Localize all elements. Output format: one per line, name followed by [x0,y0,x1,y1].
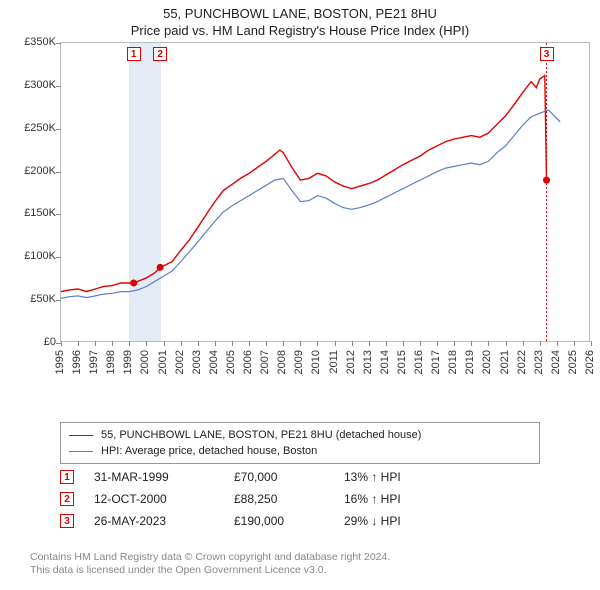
x-axis-label: 2004 [208,350,220,374]
annotation-marker-box: 2 [60,492,74,506]
footer-line-1: Contains HM Land Registry data © Crown c… [30,551,390,565]
x-axis-label: 2017 [430,350,442,374]
sale-marker-dot [157,264,164,271]
x-axis-label: 2000 [139,350,151,374]
chart-title-block: 55, PUNCHBOWL LANE, BOSTON, PE21 8HU Pri… [0,0,600,38]
legend-swatch-blue [69,451,93,452]
title-line-2: Price paid vs. HM Land Registry's House … [0,23,600,38]
y-axis-label: £150K [10,207,56,219]
x-axis-label: 2016 [413,350,425,374]
x-axis-label: 2015 [396,350,408,374]
y-axis-label: £0 [10,336,56,348]
annotation-date: 12-OCT-2000 [94,492,234,506]
legend-label: 55, PUNCHBOWL LANE, BOSTON, PE21 8HU (de… [101,429,421,441]
x-axis-label: 2009 [293,350,305,374]
x-axis-label: 2014 [379,350,391,374]
sales-annotation-table: 1 31-MAR-1999 £70,000 13% ↑ HPI 2 12-OCT… [60,466,401,532]
legend-item-hpi: HPI: Average price, detached house, Bost… [69,443,531,459]
x-axis-label: 2001 [157,350,169,374]
x-axis-label: 2008 [276,350,288,374]
sale-marker-dot [543,177,550,184]
x-axis-label: 2013 [362,350,374,374]
x-axis-label: 2021 [499,350,511,374]
y-axis-label: £200K [10,165,56,177]
annotation-date: 31-MAR-1999 [94,470,234,484]
price-chart: 123 £0£50K£100K£150K£200K£250K£300K£350K… [10,42,590,380]
annotation-date: 26-MAY-2023 [94,514,234,528]
annotation-price: £190,000 [234,514,344,528]
x-axis-label: 1997 [88,350,100,374]
legend: 55, PUNCHBOWL LANE, BOSTON, PE21 8HU (de… [60,422,540,464]
x-axis-label: 2020 [481,350,493,374]
chart-svg [61,43,589,341]
x-axis-label: 2024 [550,350,562,374]
sale-marker-box: 2 [153,47,167,61]
annotation-price: £70,000 [234,470,344,484]
y-axis-label: £250K [10,122,56,134]
annotation-marker-box: 3 [60,514,74,528]
plot-area: 12 3 [60,42,590,342]
x-axis-label: 1996 [71,350,83,374]
x-axis-label: 2007 [259,350,271,374]
x-axis-label: 2006 [242,350,254,374]
annotation-delta: 13% ↑ HPI [344,470,401,484]
annotation-row: 2 12-OCT-2000 £88,250 16% ↑ HPI [60,488,401,510]
annotation-row: 3 26-MAY-2023 £190,000 29% ↓ HPI [60,510,401,532]
annotation-delta: 16% ↑ HPI [344,492,401,506]
x-axis-label: 2003 [191,350,203,374]
annotation-marker-box: 1 [60,470,74,484]
x-axis-label: 2012 [345,350,357,374]
x-axis-label: 2018 [447,350,459,374]
legend-label: HPI: Average price, detached house, Bost… [101,445,317,457]
x-axis-label: 2011 [328,350,340,374]
annotation-row: 1 31-MAR-1999 £70,000 13% ↑ HPI [60,466,401,488]
series-hpi-line [61,110,560,299]
x-axis-label: 2025 [567,350,579,374]
x-axis-label: 2010 [310,350,322,374]
sale-marker-dot [130,280,137,287]
y-axis-label: £50K [10,293,56,305]
series-property-line [61,76,547,292]
x-axis-label: 2002 [174,350,186,374]
x-axis-label: 1998 [105,350,117,374]
y-axis-label: £300K [10,79,56,91]
annotation-price: £88,250 [234,492,344,506]
footer-line-2: This data is licensed under the Open Gov… [30,564,390,578]
sale-marker-box: 1 [127,47,141,61]
x-axis-label: 2023 [533,350,545,374]
sale-marker-box: 3 [540,47,554,61]
y-axis-label: £350K [10,36,56,48]
legend-swatch-red [69,435,93,436]
annotation-delta: 29% ↓ HPI [344,514,401,528]
x-axis-label: 2026 [584,350,596,374]
x-axis-label: 1995 [54,350,66,374]
x-axis-label: 2022 [516,350,528,374]
x-axis-label: 2019 [464,350,476,374]
y-axis-label: £100K [10,250,56,262]
x-axis-label: 1999 [122,350,134,374]
legend-item-property: 55, PUNCHBOWL LANE, BOSTON, PE21 8HU (de… [69,427,531,443]
title-line-1: 55, PUNCHBOWL LANE, BOSTON, PE21 8HU [0,6,600,21]
x-axis-label: 2005 [225,350,237,374]
attribution-footer: Contains HM Land Registry data © Crown c… [30,551,390,578]
